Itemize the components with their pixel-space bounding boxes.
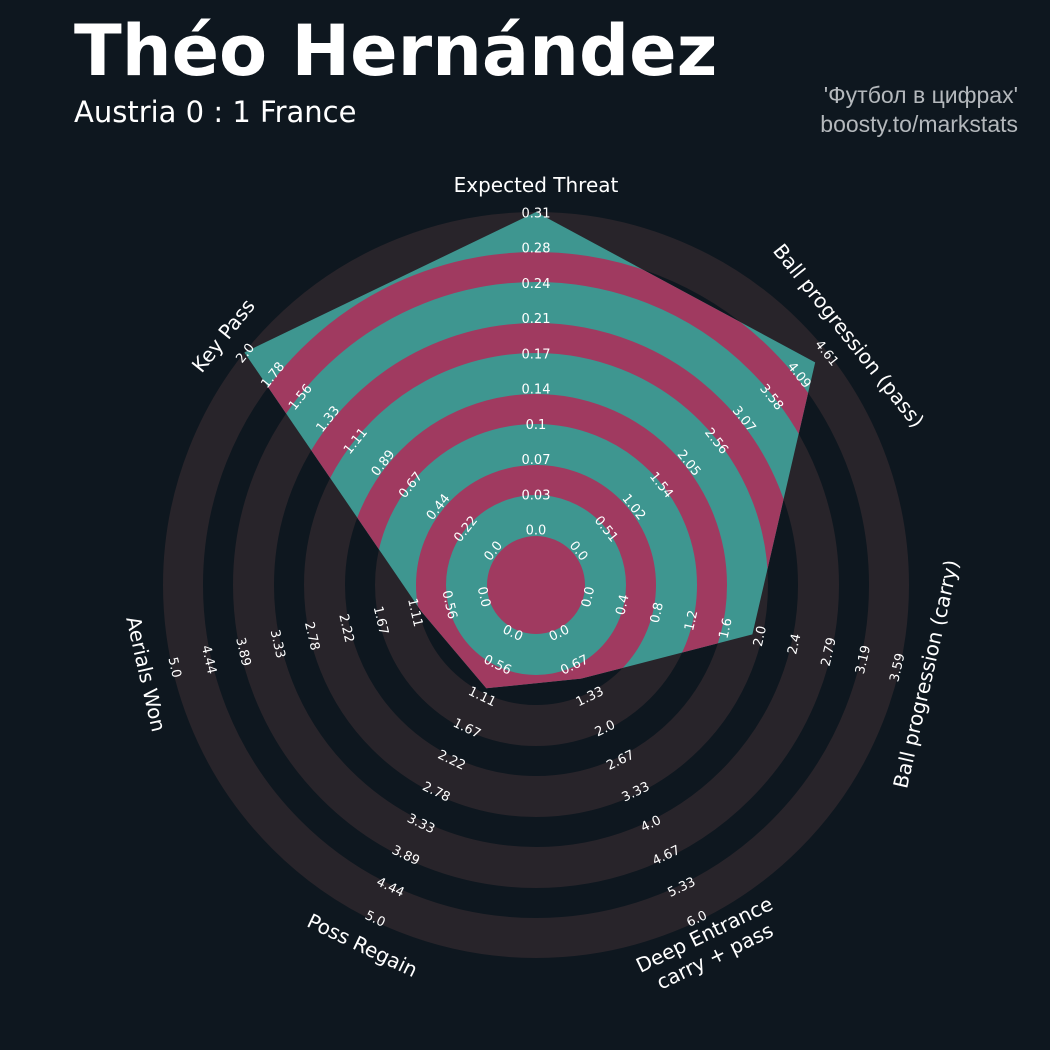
tick-label: 0.1 [526,418,547,433]
tick-label: 0.0 [526,524,547,539]
tick-label: 0.21 [522,312,551,327]
tick-label: 2.0 [751,624,770,648]
tick-label: 2.4 [785,632,804,656]
tick-label: 5.0 [164,656,183,680]
tick-label: 3.89 [232,636,253,668]
param-label: Aerials Won [121,614,171,734]
tick-label: 0.31 [522,206,551,221]
tick-label: 0.14 [522,383,551,398]
tick-label: 0.07 [522,453,551,468]
param-label-line: Expected Threat [454,173,619,197]
polygon-center-disk [487,536,585,634]
param-label: Expected Threat [454,173,619,197]
tick-label: 0.24 [522,277,551,292]
tick-label: 4.44 [198,644,219,676]
tick-label: 3.33 [267,628,288,660]
tick-label: 2.22 [335,613,356,645]
polygon-alt-band [244,252,816,689]
tick-label: 0.8 [648,601,667,625]
tick-label: 2.78 [301,620,322,652]
tick-label: 0.03 [522,488,551,503]
tick-label: 0.4 [613,593,632,617]
tick-label: 1.67 [370,605,391,637]
player-name-title: Théo Hernández [74,10,718,92]
tick-label: 0.28 [522,242,551,257]
credit-line-1: 'Футбол в цифрах' [823,82,1018,108]
tick-label: 0.56 [438,589,459,621]
tick-label: 1.6 [716,617,735,641]
polygon-alt-band [416,465,656,689]
match-subtitle: Austria 0 : 1 France [74,95,357,129]
param-label-line: Aerials Won [121,614,171,734]
tick-label: 0.0 [579,585,598,609]
tick-label: 3.19 [853,644,874,676]
tick-label: 0.17 [522,347,551,362]
tick-label: 1.11 [404,597,425,629]
tick-label: 0.0 [474,585,493,609]
tick-label: 2.79 [819,636,840,668]
tick-label: 1.2 [682,609,701,633]
tick-label: 3.59 [887,652,908,684]
credit-line-2: boosty.to/markstats [820,111,1018,137]
value-polygon [244,212,816,689]
